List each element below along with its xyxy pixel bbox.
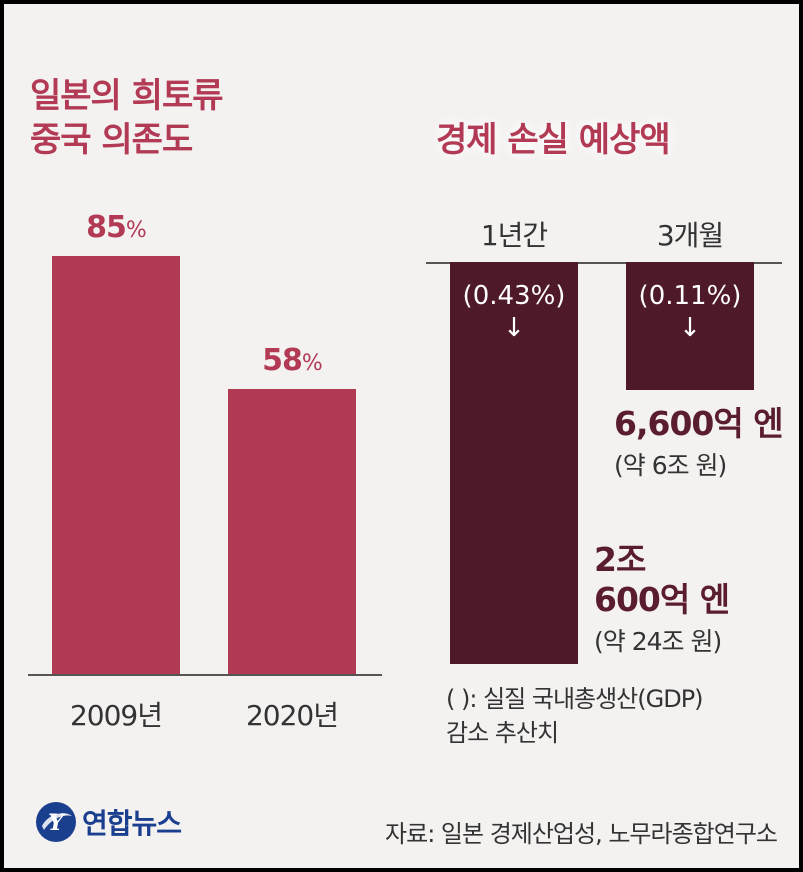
down-arrow-icon: ↓ — [503, 313, 525, 343]
period-label: 3개월 — [656, 219, 724, 252]
amount-main-text: 6,600억 엔 — [614, 404, 784, 443]
yonhap-logo-icon: Y — [36, 802, 76, 842]
infographic-frame: 일본의 희토류 중국 의존도 경제 손실 예상액 85% 2009년 58% 2020… — [4, 4, 799, 868]
dependence-value-label: 58% — [262, 343, 323, 378]
gdp-decrease-label: (0.43%) ↓ — [450, 280, 578, 344]
year-tick-label: 2009년 — [69, 699, 163, 732]
left-chart-baseline — [28, 674, 382, 676]
period-label: 1년간 — [480, 219, 548, 252]
dependence-bar-chart: 85% 2009년 58% 2020년 — [4, 4, 404, 744]
amount-3month: 6,600억 엔 (약 6조 원) — [614, 404, 784, 482]
left-title: 일본의 희토류 중국 의존도 — [30, 74, 224, 162]
dependence-bar — [228, 389, 356, 674]
amount-main-text: 2조 — [594, 540, 646, 579]
loss-bar-chart: 1년간 (0.43%) ↓ 3개월 (0.11%) ↓ 6,600억 엔 (약 6조 원) 2조… — [404, 4, 799, 684]
gdp-note-line1: ( ): 실질 국내총생산(GDP) — [446, 685, 704, 713]
year-tick-label: 2020년 — [245, 699, 339, 732]
loss-bar — [450, 262, 578, 664]
left-title-line1: 일본의 희토류 — [30, 76, 224, 116]
loss-bar — [626, 262, 754, 390]
down-arrow-icon: ↓ — [679, 313, 701, 343]
dependence-value-label: 85% — [86, 210, 147, 245]
amount-main-text: 600억 엔 — [594, 580, 730, 619]
left-title-line2: 중국 의존도 — [30, 120, 193, 160]
loss-chart-axis — [426, 262, 782, 264]
yonhap-logo: Y 연합뉴스 — [34, 802, 182, 842]
gdp-note: ( ): 실질 국내총생산(GDP) 감소 추산치 — [446, 682, 704, 750]
dependence-bar — [52, 256, 180, 674]
amount-1year: 2조 600억 엔 (약 24조 원) — [594, 540, 730, 658]
logo-glyph: Y — [48, 810, 66, 836]
gdp-note-line2: 감소 추산치 — [446, 719, 559, 747]
gdp-decrease-label: (0.11%) ↓ — [626, 280, 754, 344]
logo-text: 연합뉴스 — [82, 807, 182, 840]
amount-sub-text: (약 6조 원) — [614, 451, 727, 480]
right-title: 경제 손실 예상액 — [436, 120, 671, 160]
amount-sub-text: (약 24조 원) — [594, 627, 722, 656]
source-text: 자료: 일본 경제산업성, 노무라종합연구소 — [385, 820, 778, 848]
